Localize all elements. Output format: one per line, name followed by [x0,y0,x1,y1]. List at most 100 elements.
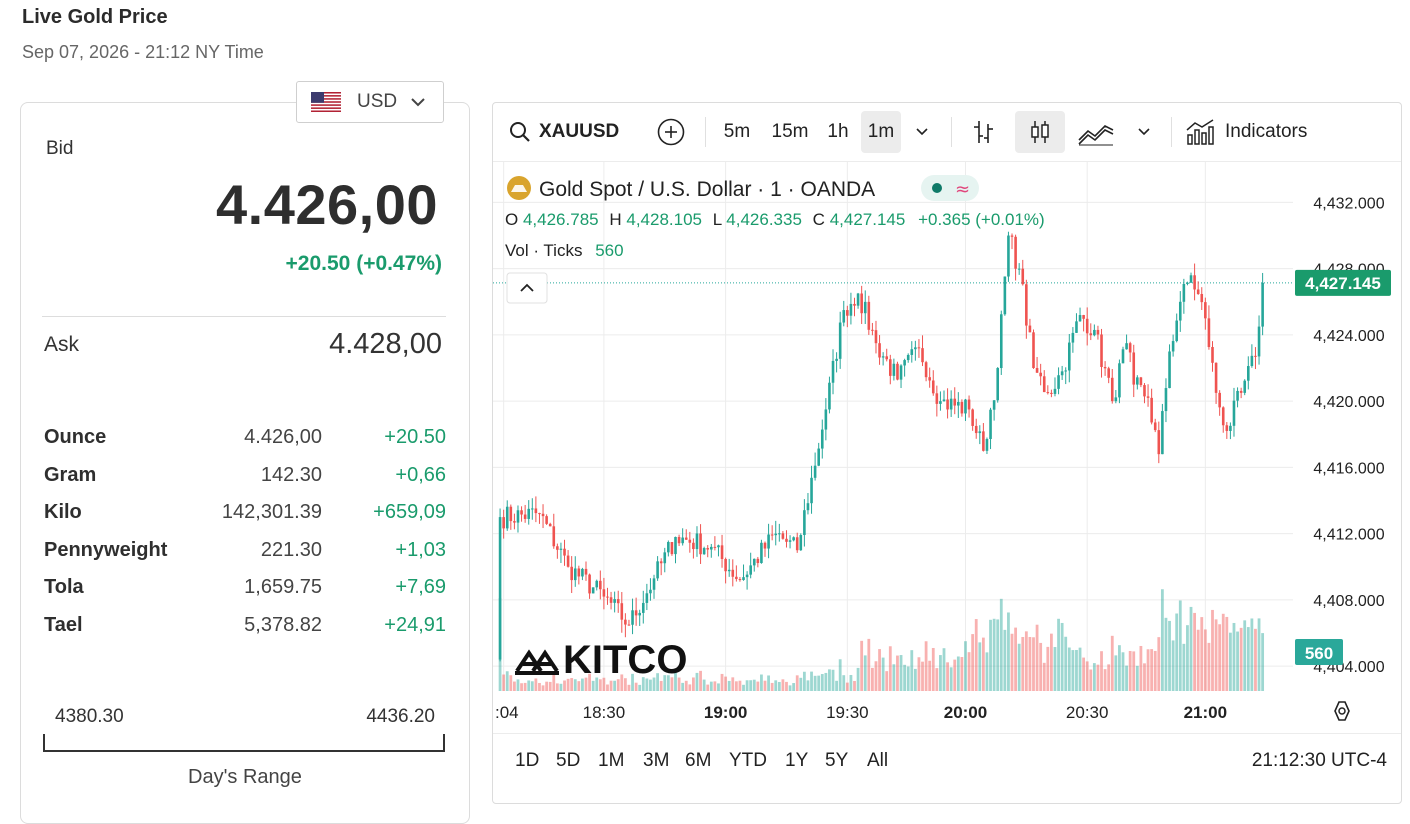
range-1y[interactable]: 1Y [785,750,809,771]
range-6m[interactable]: 6M [685,750,712,771]
candle-body [735,576,738,580]
volume-bar [734,681,738,691]
volume-bar [1150,649,1154,691]
candle-body [1171,341,1175,352]
candle-body [1060,371,1064,376]
candle-body [738,579,742,581]
candle-body [1082,315,1085,319]
currency-select[interactable]: USD [296,81,444,123]
volume-bar [1075,649,1078,691]
unit-price: 1,659.75 [244,576,322,598]
interval-5m[interactable]: 5m [723,121,751,142]
unit-change: +1,03 [395,539,446,561]
ohlc-h-value: 4,428.105 [626,210,702,229]
candle-body [788,540,792,542]
indicators-button[interactable]: Indicators [1185,111,1325,153]
interval-menu-button[interactable] [907,111,937,153]
volume-bar [577,681,581,691]
candle-body [749,565,752,575]
candle-body [899,365,903,380]
range-5y[interactable]: 5Y [825,750,849,771]
candle-body [863,301,867,314]
range-1d[interactable]: 1D [515,750,540,771]
candle-body [763,542,767,549]
volume-bar [752,679,756,691]
candle-body [563,548,566,556]
volume-bar [1182,643,1186,691]
kitco-watermark-text: KITCO [563,638,687,682]
symbol-search[interactable]: XAUUSD [503,111,621,153]
volume-bar [1232,622,1236,691]
interval-1m[interactable]: 1m [861,111,901,153]
candle-body [992,400,996,410]
volume-bar [749,680,753,691]
candle-body [513,521,516,523]
range-1m[interactable]: 1M [598,750,625,771]
candle-body [534,508,538,514]
interval-15m[interactable]: 15m [771,121,809,142]
volume-bar [924,641,928,691]
candle-body [1200,293,1204,303]
range-3m[interactable]: 3M [643,750,670,771]
candle-body [702,548,706,555]
candle-body [599,580,602,590]
candle-body [670,542,674,555]
volume-bar [817,675,821,691]
volume-bar [767,675,770,691]
candle-body [1175,320,1178,342]
candle-body [1064,370,1068,372]
volume-bar [1239,627,1243,691]
last-price-tag: 4,427.145 [1295,269,1391,296]
volume-bar [1186,625,1189,691]
volume-bar [738,680,742,691]
candle-body [985,438,989,451]
candle-body [538,513,541,515]
candles-icon [1031,121,1049,143]
ohlc-bars-icon [974,121,993,143]
candle-body [724,558,727,572]
candle-body [813,465,817,478]
candle-body [516,510,520,523]
volume-bar [545,681,549,691]
price-axis: 4,432.0004,428.0004,424.0004,420.0004,41… [1313,195,1384,676]
price-chart[interactable]: KITCO 4,432.0004,428.0004,424.0004,420.0… [493,161,1401,733]
area-chart-type-button[interactable] [1075,111,1117,153]
candle-body [1057,375,1060,389]
volume-bar [853,680,856,691]
candle-body [860,293,863,314]
candle-body [935,393,939,404]
volume-bar [1196,629,1200,691]
ohlc-o-value: 4,426.785 [523,210,599,229]
interval-1h[interactable]: 1h [827,121,849,142]
volume-bar [692,677,695,691]
legend-source: OANDA [800,178,875,201]
candle-body [634,610,638,616]
volume-bar [1121,652,1125,691]
indicators-label: Indicators [1225,121,1308,142]
candle-body [1007,235,1010,277]
volume-bar [845,682,849,691]
volume-label: Vol · Ticks [505,241,582,260]
candle-body [684,537,688,540]
volume-bar [1021,637,1025,691]
collapse-legend-button[interactable] [506,272,548,304]
candle-body [942,399,946,402]
volume-bar [964,641,967,691]
volume-bar [509,675,513,691]
range-all[interactable]: All [867,750,889,771]
candle-body [641,602,645,613]
candle-body [785,538,788,542]
candle-body [820,429,824,449]
candle-chart-type-button[interactable] [1015,111,1065,153]
chart-type-menu-button[interactable] [1129,111,1159,153]
chart-settings-button[interactable] [1334,701,1350,721]
range-ytd[interactable]: YTD [729,750,767,771]
unit-price: 4.426,00 [244,426,322,448]
unit-row-tola: Tola 1,659.75 +7,69 [44,576,446,604]
compare-button[interactable] [653,111,689,153]
range-5d[interactable]: 5D [556,750,581,771]
volume-bar [505,671,509,691]
volume-bar [606,684,609,691]
bar-chart-type-button[interactable] [965,111,1001,153]
candle-body [674,536,677,555]
